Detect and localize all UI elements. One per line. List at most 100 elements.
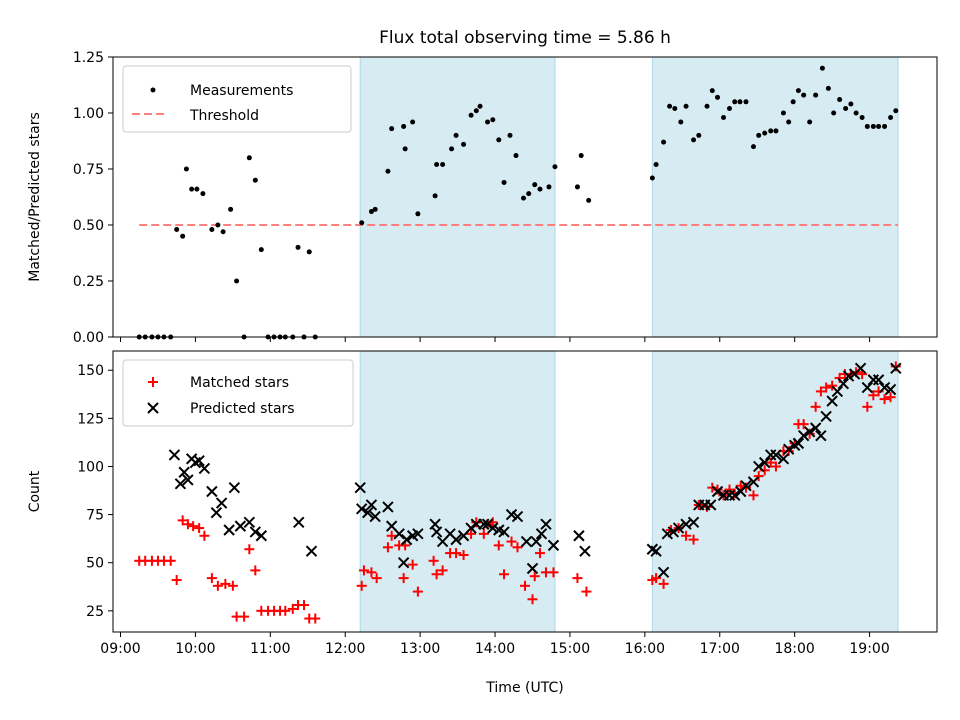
- top-axes-frame: [112, 56, 938, 338]
- measurement-point: [194, 186, 200, 192]
- matched-star-point: [299, 600, 310, 611]
- measurement-point: [252, 177, 258, 183]
- top-legend-box: [122, 65, 352, 133]
- measurement-point: [402, 146, 408, 152]
- measurement-point: [837, 97, 843, 103]
- top-legend: Measurements Threshold: [122, 65, 352, 133]
- measurement-point: [859, 114, 865, 120]
- measurement-point: [359, 220, 365, 226]
- x-tick-label: 16:00: [625, 641, 665, 657]
- top-shaded-regions: [359, 56, 899, 338]
- x-tick-label: 17:00: [700, 641, 740, 657]
- measurement-point: [813, 92, 819, 98]
- predicted-star-point: [729, 489, 741, 502]
- measurement-point: [485, 119, 491, 125]
- measurement-point: [737, 99, 743, 105]
- measurement-point: [853, 110, 859, 116]
- predicted-star-point: [540, 518, 552, 530]
- measurement-point: [807, 119, 813, 125]
- measurement-point: [209, 226, 215, 232]
- matched-star-point: [206, 573, 217, 584]
- x-tick-label: 09:00: [100, 641, 140, 657]
- predicted-star-point: [511, 510, 524, 523]
- predicted-star-point: [223, 524, 235, 536]
- predicted-star-point: [705, 499, 717, 511]
- matched-star-point: [371, 573, 382, 584]
- measurement-point: [532, 182, 538, 188]
- matched-star-point: [478, 528, 489, 539]
- measurements-points: [136, 65, 899, 340]
- matched-star-point: [366, 567, 377, 578]
- predicted-star-point: [535, 528, 548, 540]
- matched-star-point: [520, 580, 530, 591]
- matched-star-point: [506, 536, 517, 547]
- predicted-star-point: [243, 516, 256, 529]
- matched-star-point: [199, 530, 210, 541]
- measurement-point: [496, 137, 502, 143]
- matched-star-point: [885, 392, 896, 403]
- measurement-point: [385, 168, 391, 174]
- shaded-region-2: [651, 56, 899, 338]
- measurement-point: [727, 106, 733, 112]
- predicted-star-point: [178, 466, 190, 478]
- y-tick-label: 25: [86, 604, 104, 620]
- matched-star-point: [862, 401, 873, 412]
- matched-star-point: [868, 390, 879, 401]
- measurement-point: [762, 130, 768, 136]
- measurement-point: [434, 162, 440, 168]
- legend-x-glyph: [147, 402, 159, 414]
- matched-star-point: [681, 530, 692, 541]
- measurement-point: [372, 206, 378, 212]
- matched-star-point: [407, 559, 418, 570]
- measurement-point: [526, 191, 532, 197]
- predicted-star-point: [193, 454, 205, 467]
- measurement-point: [415, 211, 421, 217]
- bottom-axes-frame: [112, 350, 938, 633]
- predicted-star-point: [526, 562, 539, 575]
- predicted-star-point: [872, 374, 885, 386]
- predicted-star-point: [400, 533, 413, 546]
- matched-star-point: [527, 594, 538, 605]
- y-tick-label: 0.00: [73, 330, 104, 346]
- measurement-point: [893, 108, 899, 114]
- predicted-star-point: [174, 478, 187, 490]
- measurement-point: [696, 132, 702, 138]
- predicted-star-point: [361, 506, 374, 519]
- matched-star-point: [753, 471, 764, 482]
- matched-star-point: [821, 382, 832, 393]
- matched-star-point: [437, 565, 448, 576]
- predicted-star-point: [255, 530, 268, 542]
- bottom-legend: Matched stars Predicted stars: [122, 359, 354, 427]
- y-tick-label: 50: [86, 556, 104, 572]
- matched-star-point: [358, 565, 369, 576]
- measurement-point: [768, 128, 774, 134]
- matched-star-point: [165, 555, 176, 566]
- measurement-point: [825, 85, 831, 91]
- matched-star-point: [182, 519, 193, 530]
- measurement-point: [773, 128, 779, 134]
- measurement-point: [449, 146, 455, 152]
- matched-star-point: [810, 401, 821, 412]
- predicted-star-point: [723, 489, 736, 502]
- matched-star-point: [529, 571, 540, 582]
- matched-star-point: [194, 523, 205, 534]
- shaded-region-1: [359, 56, 556, 338]
- measurement-point: [258, 247, 264, 253]
- measurement-point: [678, 119, 684, 125]
- predicted-star-point: [478, 518, 490, 530]
- predicted-star-point: [369, 510, 381, 523]
- measurement-point: [848, 101, 854, 107]
- measurement-point: [468, 112, 474, 118]
- measurement-point: [831, 110, 837, 116]
- legend-plus-glyph: [148, 377, 158, 387]
- measurement-point: [521, 195, 527, 201]
- matched-star-point: [815, 386, 826, 397]
- measurement-point: [843, 106, 849, 112]
- measurement-point: [661, 139, 667, 145]
- measurement-point: [715, 94, 721, 100]
- predicted-star-point: [657, 566, 670, 579]
- measurement-point: [200, 191, 206, 197]
- legend-threshold-label: Threshold: [189, 108, 259, 124]
- matched-star-point: [724, 484, 735, 495]
- matched-star-point: [798, 419, 809, 430]
